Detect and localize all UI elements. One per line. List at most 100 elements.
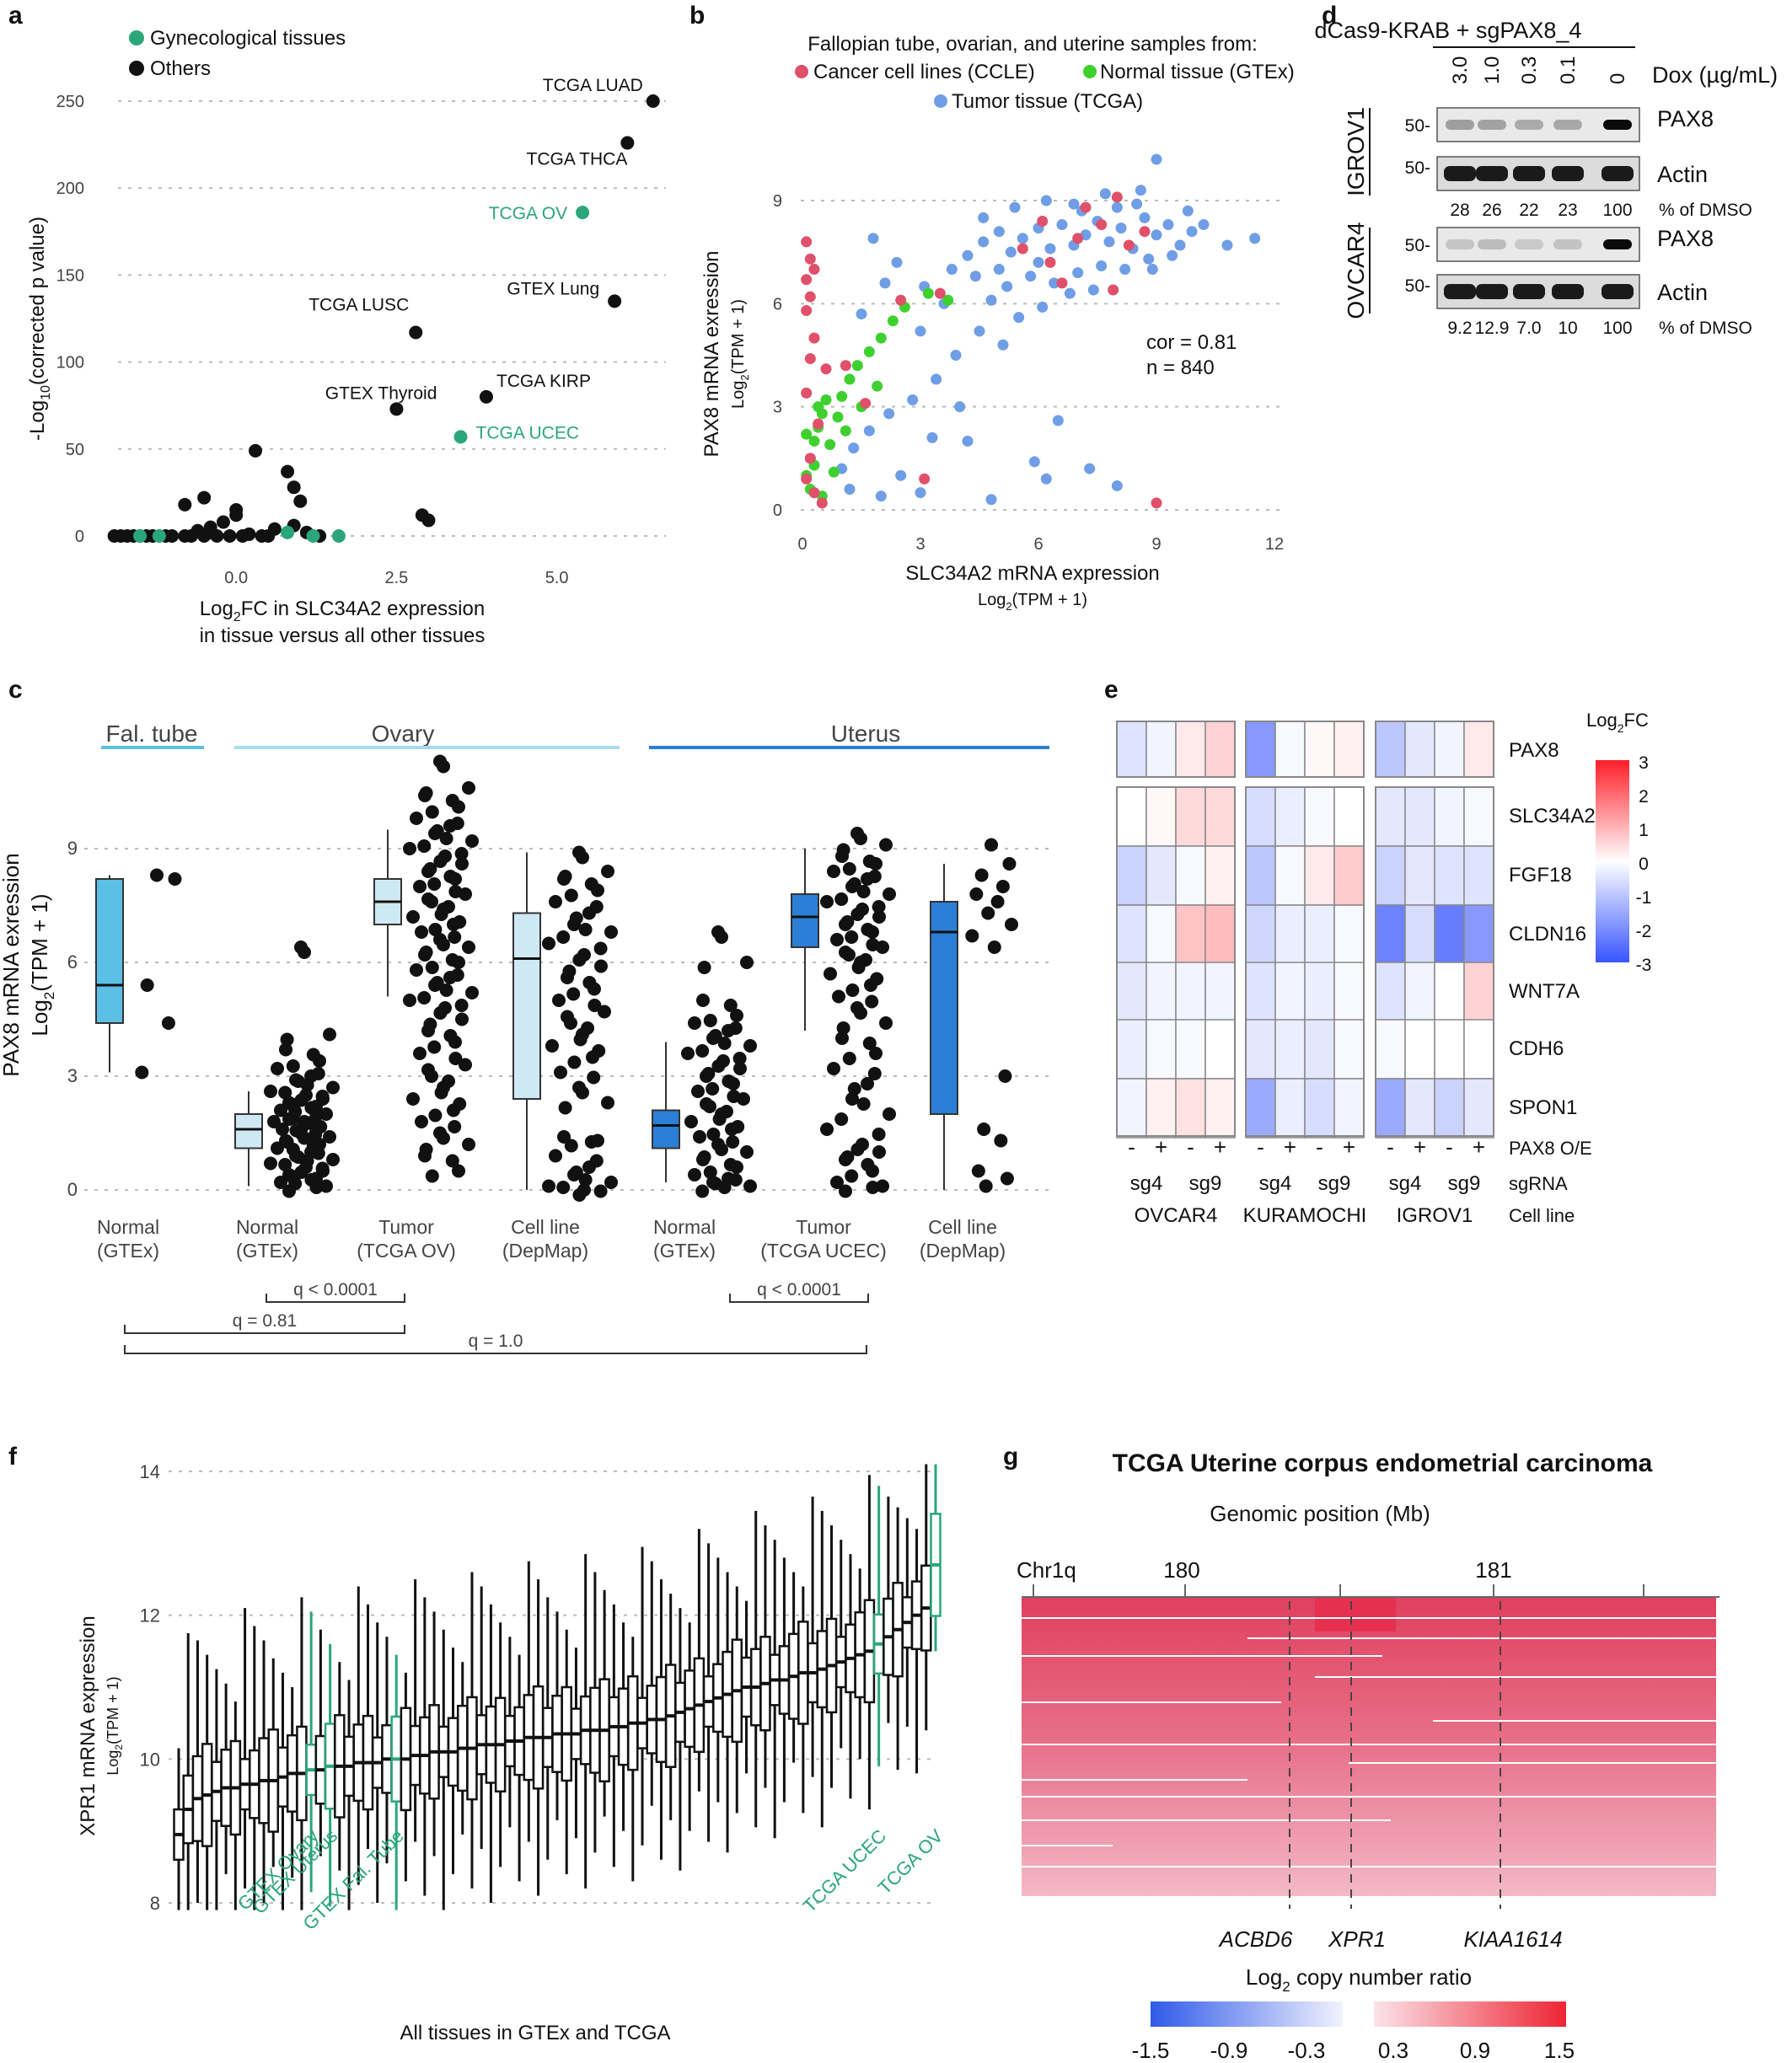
data-point-gtex — [863, 346, 875, 357]
data-point — [722, 1024, 735, 1037]
legend-label-ccle: Cancer cell lines (CCLE) — [813, 61, 1035, 83]
data-point — [462, 940, 475, 954]
data-point-gyn — [306, 529, 320, 543]
dose-label: 3.0 — [1449, 56, 1472, 84]
data-point — [726, 1135, 740, 1149]
blot-band-actin — [1602, 166, 1634, 181]
data-point — [452, 800, 465, 814]
data-point — [697, 961, 711, 974]
blot-band-actin — [1513, 284, 1545, 299]
row-label-cell-line: Cell line — [1509, 1205, 1575, 1226]
data-point — [696, 1153, 710, 1166]
data-point — [294, 1093, 309, 1107]
data-point-tcga — [1005, 246, 1017, 258]
data-point — [454, 847, 469, 860]
data-point — [274, 1103, 287, 1117]
y-tick-label: 10 — [140, 1749, 160, 1770]
data-point — [403, 994, 416, 1007]
data-point-gtex — [836, 390, 848, 402]
data-point — [1000, 1171, 1014, 1186]
colorbar-title-sub: 2 — [1282, 1979, 1290, 1995]
data-point-tcga — [1186, 226, 1198, 238]
data-point — [309, 1181, 324, 1194]
highlight-label: TCGA UCEC — [799, 1825, 891, 1917]
data-point — [572, 953, 587, 967]
data-point — [448, 872, 462, 886]
heatmap-cell — [1333, 845, 1365, 906]
heatmap-cell — [1333, 962, 1365, 1022]
data-point — [418, 789, 432, 802]
blot-band-actin — [1476, 284, 1508, 299]
data-point — [733, 1062, 747, 1075]
data-point-tcga — [1143, 253, 1155, 265]
data-point-gtex — [872, 380, 883, 392]
data-point — [465, 986, 479, 999]
data-point-tcga — [1115, 222, 1127, 234]
data-point — [839, 1153, 852, 1166]
colorbar-title-sub: 2 — [1618, 721, 1624, 735]
point-label: TCGA KIRP — [496, 372, 591, 391]
heatmap-cell — [1375, 904, 1406, 965]
y-tick-label: 12 — [140, 1605, 160, 1626]
heatmap-cell — [1175, 962, 1206, 1022]
data-point — [591, 883, 604, 898]
percent-value: 100 — [1602, 201, 1632, 220]
data-point-labeled — [576, 206, 590, 220]
heatmap-block-border — [1116, 786, 1236, 1137]
data-point-ccle — [820, 363, 832, 375]
blot-band-actin — [1513, 166, 1545, 181]
box-label-line1: Tumor — [378, 1216, 434, 1238]
data-point — [557, 1130, 571, 1144]
data-point — [434, 908, 448, 921]
percent-value: 28 — [1450, 201, 1469, 220]
data-point-other — [178, 497, 192, 512]
data-point — [862, 1037, 877, 1050]
legend-marker-others — [129, 61, 144, 76]
data-point — [712, 1112, 727, 1126]
data-point — [582, 1160, 596, 1174]
data-point — [856, 885, 871, 898]
blot-band-pax8 — [1478, 239, 1506, 249]
legend-label-gtex: Normal tissue (GTEx) — [1100, 61, 1295, 83]
heatmap-cell — [1434, 786, 1465, 847]
data-point — [573, 1032, 587, 1047]
group-header: Ovary — [372, 721, 435, 747]
heatmap-cell — [1304, 721, 1335, 778]
heatmap-cell — [1404, 1078, 1435, 1139]
data-point-gyn — [133, 529, 148, 543]
data-point-ccle — [1123, 239, 1135, 251]
data-point-tcga — [1249, 233, 1261, 244]
heatmap-cell — [1463, 904, 1494, 965]
data-point-tcga — [974, 325, 985, 337]
panel-b-letter: b — [689, 2, 705, 29]
data-point-tcga — [954, 401, 966, 413]
data-point-other — [203, 525, 217, 539]
data-point — [842, 948, 856, 962]
data-point-tcga — [1111, 201, 1123, 213]
x-axis-label-sub: 2 — [233, 610, 241, 624]
data-point-tcga — [962, 435, 974, 447]
data-point — [406, 910, 420, 924]
heatmap-cell — [1245, 1078, 1276, 1139]
data-point — [428, 923, 443, 936]
data-point — [586, 1050, 599, 1064]
data-point-tcga — [1151, 229, 1162, 241]
heatmap-cell — [1145, 845, 1177, 906]
point-label: GTEX Lung — [507, 279, 599, 298]
data-point-tcga — [931, 373, 942, 385]
heatmap-cell — [1205, 721, 1236, 778]
data-point — [443, 971, 457, 984]
row-gene-label: FGF18 — [1509, 864, 1572, 887]
data-point-tcga — [1119, 264, 1131, 276]
data-point — [542, 936, 555, 951]
data-point-labeled — [646, 94, 660, 108]
data-point — [326, 1080, 340, 1095]
data-point-gtex — [801, 428, 813, 440]
panel-f-box-plot: 8 10 12 14 XPR1 mRNA expression Log2(TPM + 1)… — [77, 1461, 947, 2044]
heatmap-cell — [1333, 721, 1365, 778]
y-tick-label: 150 — [56, 266, 84, 285]
heatmap-cell — [1274, 904, 1306, 965]
data-point — [447, 1103, 460, 1117]
heatmap-block-border — [1245, 721, 1365, 778]
